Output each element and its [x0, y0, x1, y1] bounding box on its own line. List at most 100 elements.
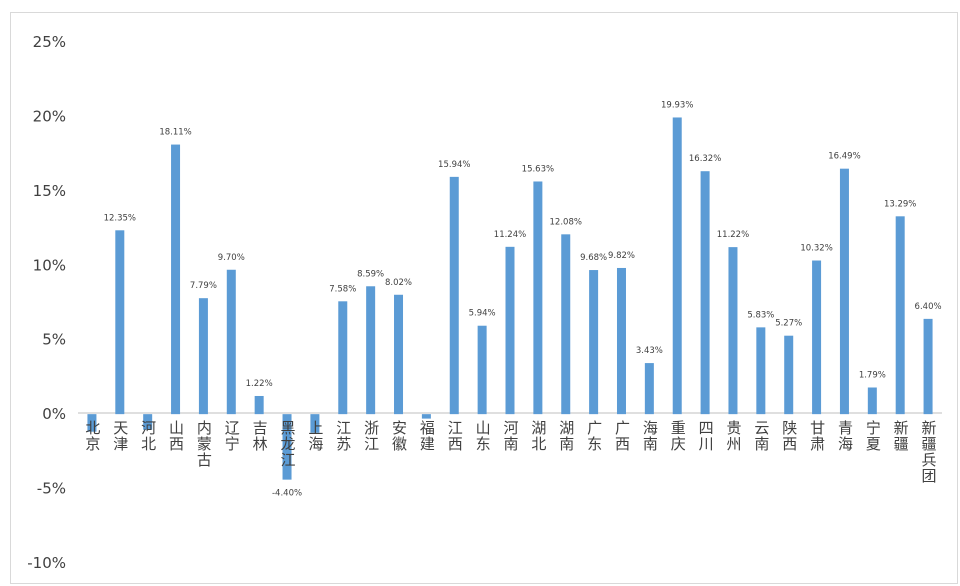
bar — [198, 298, 208, 415]
data-label: 11.22% — [717, 230, 749, 240]
data-label: 15.63% — [522, 164, 554, 174]
data-labels: 12.35%18.11%7.79%9.70%1.22%-4.40%7.58%8.… — [104, 100, 942, 498]
category-label: 北京 — [85, 419, 100, 453]
data-label: 10.32% — [800, 244, 832, 254]
category-label: 河南 — [503, 419, 518, 453]
category-label: 贵州 — [726, 419, 741, 453]
bars — [87, 117, 933, 480]
category-label: 海南 — [643, 419, 658, 453]
category-label: 福建 — [420, 419, 435, 453]
data-label: 15.94% — [438, 160, 470, 170]
data-label: -4.40% — [272, 489, 302, 499]
data-label: 9.82% — [608, 251, 635, 261]
bar — [533, 181, 543, 415]
data-label: 3.43% — [636, 346, 663, 356]
y-tick-label: 20% — [33, 107, 66, 125]
bar — [310, 414, 320, 433]
category-label: 湖北 — [531, 419, 546, 453]
category-label: 云南 — [754, 419, 769, 453]
bar — [171, 144, 181, 415]
bar — [672, 117, 682, 415]
data-label: 13.29% — [884, 199, 916, 209]
data-label: 5.83% — [747, 310, 774, 320]
bar — [923, 318, 933, 415]
category-label: 重庆 — [671, 419, 686, 453]
data-label: 16.32% — [689, 154, 721, 164]
category-label: 新疆兵团 — [922, 419, 937, 485]
category-label: 河北 — [141, 419, 156, 453]
bar — [115, 230, 125, 415]
bar — [477, 325, 487, 415]
chart-frame — [10, 12, 958, 584]
y-tick-label: -10% — [27, 554, 66, 572]
data-label: 8.59% — [357, 269, 384, 279]
y-tick-label: 0% — [42, 405, 66, 423]
data-label: 12.35% — [104, 213, 136, 223]
bar — [644, 363, 654, 415]
bar — [561, 234, 571, 415]
bar — [226, 269, 236, 415]
bar — [449, 176, 459, 415]
bar — [254, 395, 264, 415]
y-tick-label: -5% — [37, 480, 66, 498]
y-tick-label: 5% — [42, 331, 66, 349]
bar — [87, 414, 97, 432]
data-label: 9.70% — [218, 253, 245, 263]
bar — [143, 414, 153, 430]
bar — [784, 335, 794, 415]
category-label: 天津 — [113, 419, 128, 453]
category-label: 湖南 — [559, 419, 574, 453]
category-label: 山东 — [476, 419, 491, 453]
category-label: 江西 — [448, 419, 463, 453]
bar — [616, 267, 626, 415]
bar — [756, 327, 766, 415]
data-label: 16.49% — [828, 152, 860, 162]
y-axis: -10% -5% 0% 5% 10% 15% 20% 25% — [27, 33, 66, 572]
category-label: 上海 — [308, 419, 323, 453]
data-label: 11.24% — [494, 230, 526, 240]
bar — [421, 414, 431, 419]
data-label: 6.40% — [915, 302, 942, 312]
bar — [394, 294, 404, 415]
bar — [728, 247, 738, 415]
bar — [282, 414, 292, 480]
data-label: 7.79% — [190, 281, 217, 291]
bar — [589, 270, 599, 415]
data-label: 8.02% — [385, 278, 412, 288]
bar — [895, 216, 905, 415]
data-label: 18.11% — [159, 128, 191, 138]
category-label: 吉林 — [253, 419, 268, 453]
category-label: 新疆 — [894, 419, 909, 453]
category-labels: 北京天津河北山西内蒙古辽宁吉林黑龙江上海江苏浙江安徽福建江西山东河南湖北湖南广东… — [85, 419, 936, 485]
bar — [700, 171, 710, 415]
bar — [812, 260, 822, 415]
bar — [839, 168, 849, 415]
category-label: 陕西 — [782, 419, 797, 453]
category-label: 内蒙古 — [197, 419, 212, 469]
category-label: 江苏 — [336, 419, 351, 453]
category-label: 黑龙江 — [281, 419, 296, 469]
category-label: 宁夏 — [866, 419, 881, 453]
data-label: 7.58% — [329, 284, 356, 294]
category-label: 广东 — [587, 419, 602, 453]
category-label: 四川 — [699, 419, 714, 453]
data-label: 9.68% — [580, 253, 607, 263]
category-label: 山西 — [169, 419, 184, 453]
data-label: 1.22% — [246, 379, 273, 389]
y-tick-label: 10% — [33, 256, 66, 274]
category-label: 青海 — [838, 419, 853, 453]
bar — [867, 387, 877, 415]
category-label: 广西 — [615, 419, 630, 453]
bar — [505, 246, 515, 415]
bar — [338, 301, 348, 415]
data-label: 12.08% — [550, 217, 582, 227]
category-label: 浙江 — [364, 419, 379, 453]
category-label: 辽宁 — [225, 419, 240, 453]
data-label: 19.93% — [661, 100, 693, 110]
category-label: 甘肃 — [810, 419, 825, 453]
y-tick-label: 25% — [33, 33, 66, 51]
y-tick-label: 15% — [33, 182, 66, 200]
category-label: 安徽 — [392, 419, 407, 453]
bar — [366, 286, 376, 415]
